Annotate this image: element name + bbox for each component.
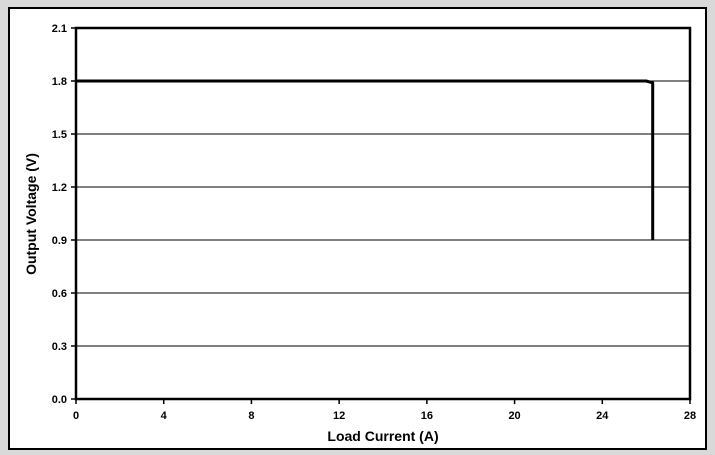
x-tick-label: 8 <box>248 410 254 422</box>
y-tick-label: 1.2 <box>52 182 67 194</box>
plot-area <box>74 26 692 401</box>
y-tick-label: 2.1 <box>52 23 67 35</box>
x-tick-label: 12 <box>333 410 345 422</box>
x-tick-label: 24 <box>596 410 609 422</box>
x-tick-label: 20 <box>508 410 520 422</box>
x-tick-label: 4 <box>161 410 168 422</box>
x-tick-label: 0 <box>73 410 79 422</box>
y-tick-label: 0.0 <box>52 394 67 406</box>
x-axis-title: Load Current (A) <box>327 428 438 444</box>
y-axis-title: Output Voltage (V) <box>23 153 39 275</box>
tick-layer: 0.0 0.3 0.6 0.9 1.2 1.5 1.8 2.1 0 4 8 12 16 20 24 28 <box>52 23 696 422</box>
y-tick-label: 0.6 <box>52 288 67 300</box>
series-layer <box>76 79 655 240</box>
series-line <box>76 79 655 240</box>
y-tick-label: 0.3 <box>52 341 67 353</box>
grid-lines <box>76 27 690 400</box>
y-tick-label: 1.8 <box>52 76 67 88</box>
y-tick-label: 1.5 <box>52 129 67 141</box>
x-tick-label: 16 <box>421 410 433 422</box>
x-tick-label: 28 <box>684 410 696 422</box>
y-tick-label: 0.9 <box>52 235 67 247</box>
